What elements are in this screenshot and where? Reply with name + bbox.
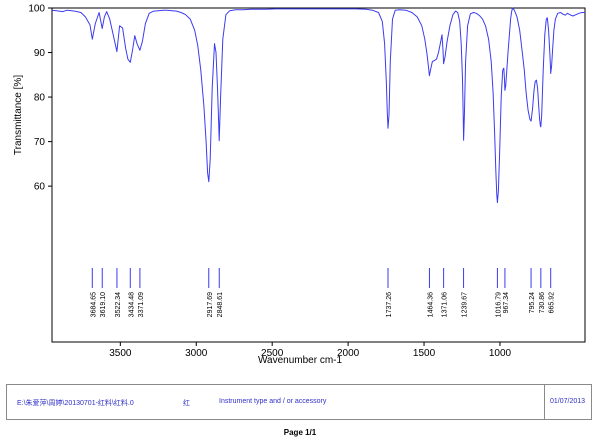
y-tick-label: 100 <box>28 4 45 15</box>
footer-date: 01/07/2013 <box>550 398 586 405</box>
peak-label: 2848.61 <box>217 292 224 317</box>
peak-label: 3684.65 <box>90 292 97 317</box>
peak-label: 1371.06 <box>442 292 449 317</box>
series-group <box>51 7 585 204</box>
x-tick-label: 2000 <box>337 348 360 359</box>
peak-markers: 3684.65 3619.10 3522.34 3434.48 3371.09 2917.… <box>90 268 556 317</box>
peak-label: 1016.79 <box>495 292 502 317</box>
peak-label: 730.86 <box>539 292 546 314</box>
footer-sample-name: 红 <box>183 400 190 407</box>
y-tick-label: 80 <box>34 93 46 104</box>
x-axis-label: Wavenumber cm-1 <box>258 355 343 366</box>
peak-label: 3434.48 <box>128 292 135 317</box>
peak-label: 3619.10 <box>100 292 107 317</box>
y-tick-label: 90 <box>34 48 46 59</box>
footer-box: E:\朱爱萍\周婷\20130701-红料\红料.0 红 Instrument … <box>6 384 592 420</box>
x-tick-label: 1500 <box>413 348 436 359</box>
plot-frame <box>51 7 586 343</box>
footer-instrument: Instrument type and / or accessory <box>219 398 327 405</box>
peak-label: 967.34 <box>503 292 510 314</box>
x-tick-label: 3500 <box>109 348 132 359</box>
peak-label: 3371.09 <box>138 292 145 317</box>
peak-label: 1737.26 <box>386 292 393 317</box>
footer-file-path: E:\朱爱萍\周婷\20130701-红料\红料.0 <box>17 400 134 407</box>
y-axis: 60 70 80 90 100 <box>28 4 52 193</box>
peak-label: 665.92 <box>549 292 556 314</box>
x-axis: 3500 3000 2500 2000 1500 1000 <box>109 342 512 359</box>
peak-label: 1464.36 <box>427 292 434 317</box>
spectrum-line <box>51 7 585 204</box>
peak-label: 1239.67 <box>462 292 469 317</box>
y-axis-label: Transmittance [%] <box>13 75 24 155</box>
y-tick-label: 70 <box>34 137 46 148</box>
ir-spectrum-chart: 60 70 80 90 100 3500 3000 2500 2000 1500 1000 368… <box>13 4 586 366</box>
page-label: Page 1/1 <box>283 428 317 437</box>
y-tick-label: 60 <box>34 182 46 193</box>
x-tick-label: 1000 <box>489 348 512 359</box>
peak-label: 795.24 <box>529 292 536 314</box>
x-tick-label: 3000 <box>185 348 208 359</box>
footer-divider <box>544 385 545 419</box>
peak-label: 2917.69 <box>207 292 214 317</box>
peak-label: 3522.34 <box>115 292 122 317</box>
x-tick-label: 2500 <box>261 348 284 359</box>
